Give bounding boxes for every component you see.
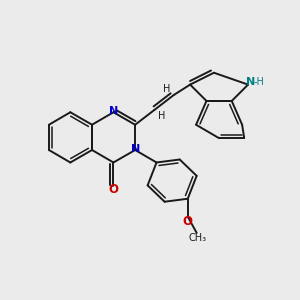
Text: O: O xyxy=(108,183,118,196)
Text: N: N xyxy=(246,77,255,87)
Text: -H: -H xyxy=(254,77,265,87)
Text: N: N xyxy=(109,106,118,116)
Text: N: N xyxy=(130,143,140,154)
Text: CH₃: CH₃ xyxy=(188,233,206,243)
Text: H: H xyxy=(163,84,170,94)
Text: H: H xyxy=(158,111,166,122)
Text: O: O xyxy=(183,214,193,227)
